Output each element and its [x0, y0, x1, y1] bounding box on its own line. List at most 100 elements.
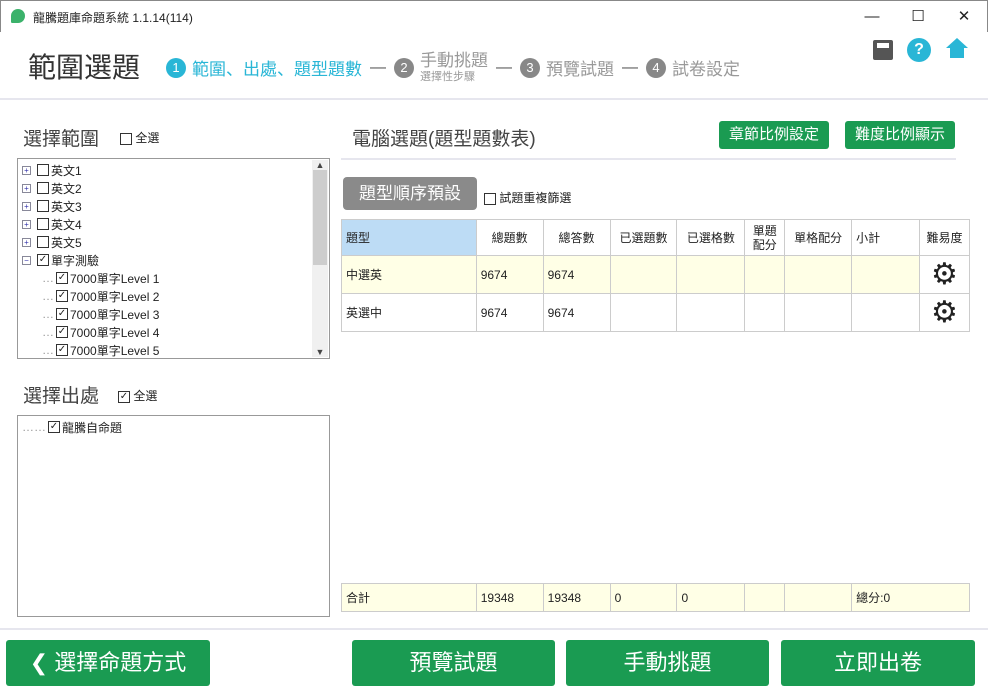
expand-icon[interactable]: + — [22, 219, 31, 229]
select-all-label: 全選 — [133, 389, 158, 403]
step-4: 4 試卷設定 — [646, 55, 740, 80]
total-score: 總分:0 — [851, 583, 970, 612]
gear-icon[interactable]: ⚙ — [918, 293, 971, 332]
checkbox[interactable]: ✓ — [37, 254, 49, 266]
checkbox[interactable]: ✓ — [56, 308, 68, 320]
table-header: 題型 總題數 總答數 已選題數 已選格數 單題 配分 單格配分 小計 難易度 — [341, 219, 971, 256]
checkbox[interactable]: ✓ — [56, 272, 68, 284]
collapse-icon[interactable]: − — [22, 255, 31, 265]
expand-icon[interactable]: + — [22, 165, 31, 175]
save-icon[interactable] — [873, 40, 893, 60]
tree-item[interactable]: …… ✓ 龍騰自命題 — [22, 420, 123, 435]
table-cell: 中選英 — [341, 255, 477, 294]
table-cell[interactable] — [851, 255, 920, 294]
table-row[interactable]: 中選英 9674 9674 ⚙ — [341, 255, 971, 294]
checkbox[interactable] — [37, 200, 49, 212]
step-label: 範圍、出處、題型題數 — [192, 60, 362, 79]
page-title: 範圍選題 — [28, 52, 141, 83]
checkbox[interactable]: ✓ — [56, 326, 68, 338]
step-number: 3 — [520, 57, 540, 78]
table-cell[interactable] — [851, 293, 920, 332]
main-title: 電腦選題(題型題數表) — [352, 129, 536, 150]
checkbox[interactable]: ✓ — [118, 390, 130, 403]
tree-item[interactable]: … ✓ 7000單字Level 1 — [42, 271, 160, 286]
col-header: 總題數 — [475, 219, 544, 256]
scope-select-all[interactable]: 全選 — [120, 129, 159, 146]
total-cell: 0 — [609, 583, 678, 612]
checkbox[interactable]: ✓ — [56, 290, 68, 302]
checkbox[interactable] — [37, 182, 49, 194]
tree-item[interactable]: … ✓ 7000單字Level 4 — [42, 325, 160, 340]
col-header: 單題 配分 — [744, 219, 786, 256]
stepper: 1 範圍、出處、題型題數 — 2 手動挑題 選擇性步驟 — 3 預覽試題 — 4 試卷設定 — [166, 52, 740, 83]
generate-paper-button[interactable]: 立即出卷 — [781, 640, 975, 686]
table-cell[interactable] — [744, 293, 786, 332]
table-cell: 9674 — [542, 293, 611, 332]
col-header: 難易度 — [918, 219, 971, 256]
tree-item[interactable]: + 英文3 — [22, 197, 325, 215]
tree-item[interactable]: − ✓ 單字測驗 — [22, 251, 325, 269]
gear-icon[interactable]: ⚙ — [918, 255, 971, 294]
tree-item-label: 英文1 — [51, 163, 82, 178]
step-number: 4 — [646, 57, 666, 78]
checkbox[interactable] — [484, 192, 496, 205]
chevron-left-icon: ❮ — [29, 650, 55, 675]
manual-pick-button[interactable]: 手動挑題 — [566, 640, 769, 686]
table-cell[interactable] — [744, 255, 786, 294]
checkbox[interactable] — [120, 132, 132, 145]
source-select-all[interactable]: ✓ 全選 — [118, 387, 157, 404]
tree-item[interactable]: … ✓ 7000單字Level 3 — [42, 307, 160, 322]
table-cell: 9674 — [542, 255, 611, 294]
step-label: 試卷設定 — [672, 60, 740, 79]
title-bar: 龍騰題庫命題系統 1.1.14(114) — ☐ ✕ — [0, 0, 988, 32]
checkbox[interactable]: ✓ — [48, 421, 60, 433]
total-cell: 合計 — [341, 583, 477, 612]
minimize-button[interactable]: — — [864, 8, 880, 25]
table-cell[interactable] — [609, 293, 678, 332]
tree-item[interactable]: + 英文5 — [22, 233, 325, 251]
window-title: 龍騰題庫命題系統 1.1.14(114) — [33, 11, 193, 25]
col-header: 已選格數 — [676, 219, 746, 256]
type-order-preset-button[interactable]: 題型順序預設 — [343, 177, 477, 210]
scrollbar-thumb[interactable] — [313, 170, 327, 265]
table-cell[interactable] — [609, 255, 678, 294]
tree-item[interactable]: + 英文1 — [22, 161, 325, 179]
expand-icon[interactable]: + — [22, 183, 31, 193]
source-tree[interactable]: …… ✓ 龍騰自命題 — [17, 415, 330, 617]
checkbox[interactable] — [37, 236, 49, 248]
scope-tree[interactable]: + 英文1 + 英文2 + 英文3 + 英文4 + 英文5− ✓ 單字測驗 … ✓ 7000單字Level … — [17, 158, 330, 359]
dedupe-checkbox[interactable]: 試題重複篩選 — [484, 189, 571, 206]
close-button[interactable]: ✕ — [957, 8, 971, 25]
scrollbar[interactable]: ▲ ▼ — [312, 160, 328, 357]
tree-item[interactable]: … ✓ 7000單字Level 5 — [42, 343, 160, 358]
home-icon[interactable] — [946, 38, 968, 60]
scope-label: 選擇範圍 — [23, 129, 100, 150]
table-cell: 9674 — [475, 293, 544, 332]
step-3: 3 預覽試題 — [520, 55, 614, 80]
select-all-label: 全選 — [135, 131, 160, 145]
table-cell[interactable] — [784, 255, 853, 294]
maximize-button[interactable]: ☐ — [911, 8, 925, 25]
back-button[interactable]: ❮ 選擇命題方式 — [6, 640, 210, 686]
expand-icon[interactable]: + — [22, 201, 31, 211]
preview-button[interactable]: 預覽試題 — [352, 640, 555, 686]
tree-item[interactable]: + 英文4 — [22, 215, 325, 233]
checkbox[interactable] — [37, 164, 49, 176]
table-cell[interactable] — [676, 293, 746, 332]
step-sublabel: 選擇性步驟 — [420, 71, 475, 83]
checkbox[interactable] — [37, 218, 49, 230]
help-icon[interactable]: ? — [907, 38, 931, 62]
table-cell[interactable] — [676, 255, 746, 294]
chapter-ratio-button[interactable]: 章節比例設定 — [719, 121, 829, 149]
dedupe-label: 試題重複篩選 — [499, 191, 572, 205]
table-cell[interactable] — [784, 293, 853, 332]
table-row[interactable]: 英選中 9674 9674 ⚙ — [341, 293, 971, 332]
col-header: 單格配分 — [784, 219, 853, 256]
tree-item-label: 7000單字Level 3 — [70, 307, 160, 322]
tree-item[interactable]: + 英文2 — [22, 179, 325, 197]
tree-item[interactable]: … ✓ 7000單字Level 2 — [42, 289, 160, 304]
difficulty-ratio-button[interactable]: 難度比例顯示 — [845, 121, 955, 149]
checkbox[interactable]: ✓ — [56, 344, 68, 356]
expand-icon[interactable]: + — [22, 237, 31, 247]
tree-item-label: 7000單字Level 5 — [70, 343, 160, 358]
